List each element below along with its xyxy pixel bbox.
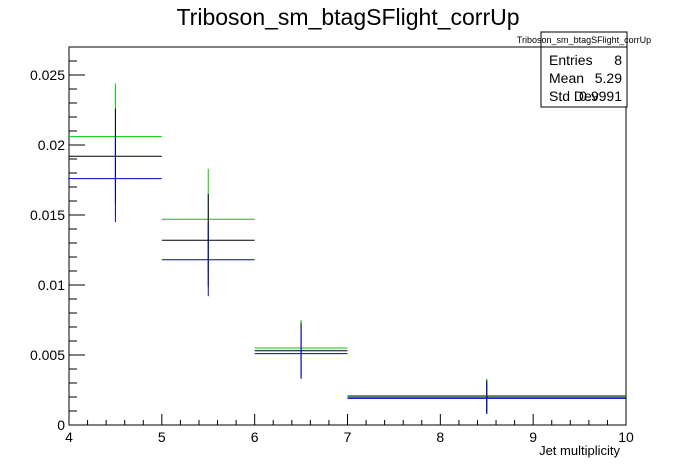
x-tick-label: 10 — [618, 429, 634, 445]
x-tick-label: 4 — [65, 429, 73, 445]
y-tick-label: 0 — [57, 417, 65, 433]
series-0 — [69, 83, 626, 413]
stats-box-title: Triboson_sm_btagSFlight_corrUp — [517, 35, 651, 45]
axis-ticks: 4 5 6 7 8 9 10 0 0.005 0.01 0.015 0.02 0.025 — [30, 60, 634, 445]
y-tick-label: 0.025 — [30, 67, 65, 83]
stats-stddev-label: Std Dev — [549, 88, 599, 104]
stats-mean-label: Mean — [549, 70, 584, 86]
data-series — [69, 83, 626, 414]
y-tick-label: 0.02 — [38, 137, 65, 153]
x-tick-label: 9 — [529, 429, 537, 445]
stats-entries-label: Entries — [549, 52, 593, 68]
stats-stddev-value: 0.9991 — [579, 88, 622, 104]
series-1 — [69, 108, 626, 414]
stats-entries-value: 8 — [614, 52, 622, 68]
stats-mean-value: 5.29 — [595, 70, 622, 86]
stats-box: Triboson_sm_btagSFlight_corrUp Entries 8… — [517, 31, 651, 108]
x-tick-label: 6 — [251, 429, 259, 445]
y-tick-label: 0.015 — [30, 207, 65, 223]
x-axis-label: Jet multiplicity — [539, 443, 620, 458]
y-tick-label: 0.005 — [30, 347, 65, 363]
x-tick-label: 8 — [436, 429, 444, 445]
x-tick-label: 5 — [158, 429, 166, 445]
stats-box-frame — [540, 31, 628, 108]
chart-title: Triboson_sm_btagSFlight_corrUp — [176, 4, 519, 30]
series-2 — [69, 135, 626, 414]
y-tick-label: 0.01 — [38, 277, 65, 293]
x-tick-label: 7 — [344, 429, 352, 445]
